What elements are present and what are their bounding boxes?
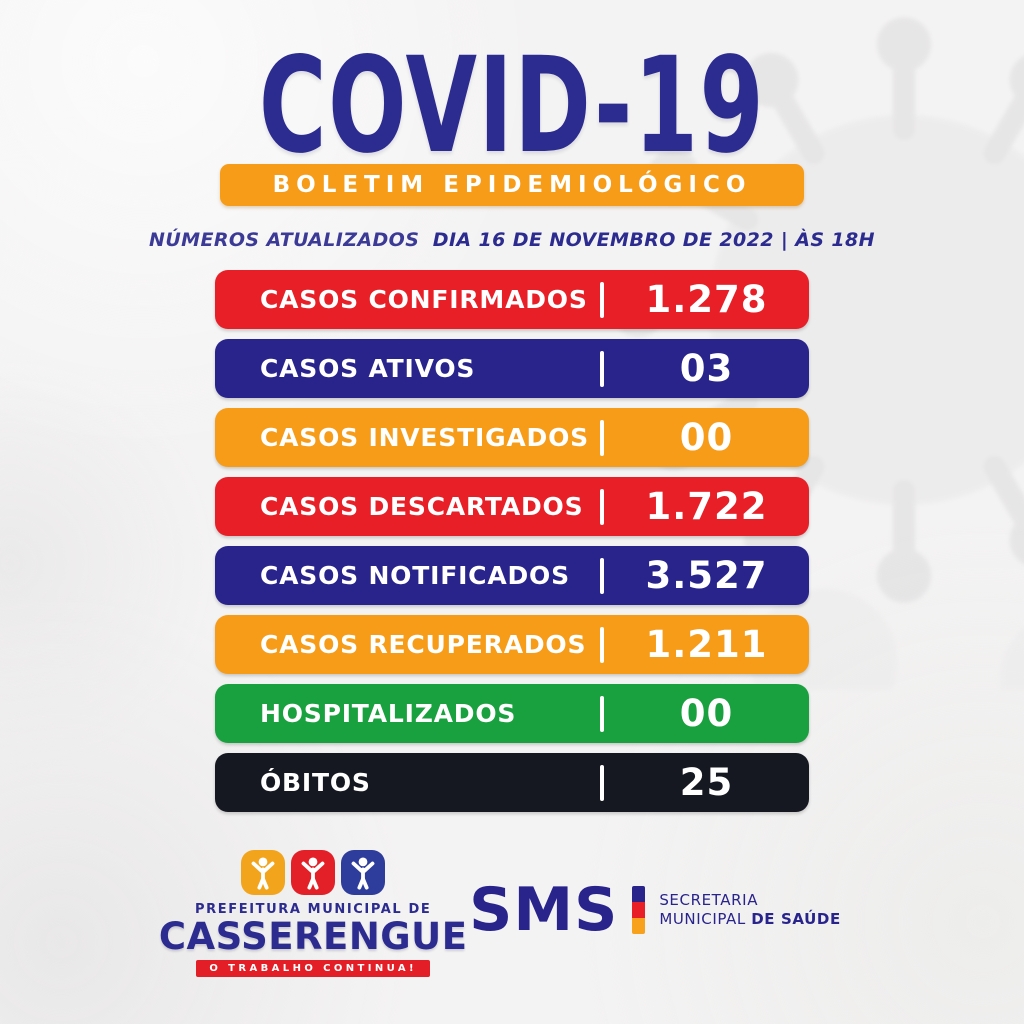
divider (600, 281, 604, 318)
stat-row: CASOS INVESTIGADOS 00 (215, 408, 809, 467)
person-icon (341, 850, 386, 895)
sms-org-line1: SECRETARIA (659, 891, 759, 910)
stat-value: 1.722 (645, 485, 768, 528)
sms-logo: SMS SECRETARIA MUNICIPAL DE SAÚDE (469, 880, 841, 940)
slogan-ribbon: O TRABALHO CONTINUA! (196, 959, 430, 977)
stat-row: CASOS RECUPERADOS 1.211 (215, 615, 809, 674)
stat-row: CASOS DESCARTADOS 1.722 (215, 477, 809, 536)
stats-list: CASOS CONFIRMADOS 1.278 CASOS ATIVOS 03 … (215, 270, 809, 822)
stat-label: CASOS NOTIFICADOS (260, 561, 570, 590)
stat-label: CASOS RECUPERADOS (260, 630, 587, 659)
bar-segment-red (632, 902, 646, 918)
stat-row: CASOS ATIVOS 03 (215, 339, 809, 398)
stat-label: CASOS CONFIRMADOS (260, 285, 588, 314)
sms-acronym: SMS (469, 875, 619, 945)
update-line-emphasis: DIA 16 DE NOVEMBRO DE 2022 | ÀS 18H (432, 229, 875, 251)
divider (600, 557, 604, 594)
divider (600, 764, 604, 801)
page-title: COVID-19 (258, 29, 766, 183)
stat-label: CASOS INVESTIGADOS (260, 423, 589, 452)
bar-segment-blue (632, 886, 646, 902)
stat-label: CASOS DESCARTADOS (260, 492, 584, 521)
stat-row: HOSPITALIZADOS 00 (215, 684, 809, 743)
divider (600, 350, 604, 387)
stat-value: 25 (679, 761, 734, 804)
sms-org-line2: MUNICIPAL DE SAÚDE (659, 910, 841, 928)
stat-label: ÓBITOS (260, 768, 371, 797)
prefeitura-logo: PREFEITURA MUNICIPAL DE CASSERENGUE O TR… (159, 850, 467, 977)
sms-org-name: SECRETARIA MUNICIPAL DE SAÚDE (659, 891, 841, 929)
person-icon (291, 850, 336, 895)
sms-tricolor-bar (632, 886, 646, 934)
footer: PREFEITURA MUNICIPAL DE CASSERENGUE O TR… (0, 850, 1024, 977)
update-line-prefix: NÚMEROS ATUALIZADOS (149, 229, 420, 251)
bar-segment-yellow (632, 918, 646, 934)
stat-label: HOSPITALIZADOS (260, 699, 517, 728)
stat-label: CASOS ATIVOS (260, 354, 476, 383)
person-icon (241, 850, 286, 895)
subtitle-banner-label: BOLETIM EPIDEMIOLÓGICO (272, 172, 752, 198)
stat-value: 1.278 (645, 278, 768, 321)
update-line: NÚMEROS ATUALIZADOS DIA 16 DE NOVEMBRO D… (0, 229, 1024, 251)
stat-value: 1.211 (645, 623, 768, 666)
prefeitura-label: PREFEITURA MUNICIPAL DE (195, 902, 432, 917)
subtitle-banner: BOLETIM EPIDEMIOLÓGICO (220, 164, 804, 206)
stat-row: CASOS NOTIFICADOS 3.527 (215, 546, 809, 605)
stat-value: 03 (679, 347, 734, 390)
divider (600, 488, 604, 525)
divider (600, 626, 604, 663)
stat-value: 3.527 (645, 554, 768, 597)
stat-row: ÓBITOS 25 (215, 753, 809, 812)
divider (600, 419, 604, 456)
stat-value: 00 (679, 692, 734, 735)
prefeitura-logo-icons (241, 850, 386, 895)
municipality-name: CASSERENGUE (158, 915, 468, 958)
stat-value: 00 (679, 416, 734, 459)
stat-row: CASOS CONFIRMADOS 1.278 (215, 270, 809, 329)
divider (600, 695, 604, 732)
